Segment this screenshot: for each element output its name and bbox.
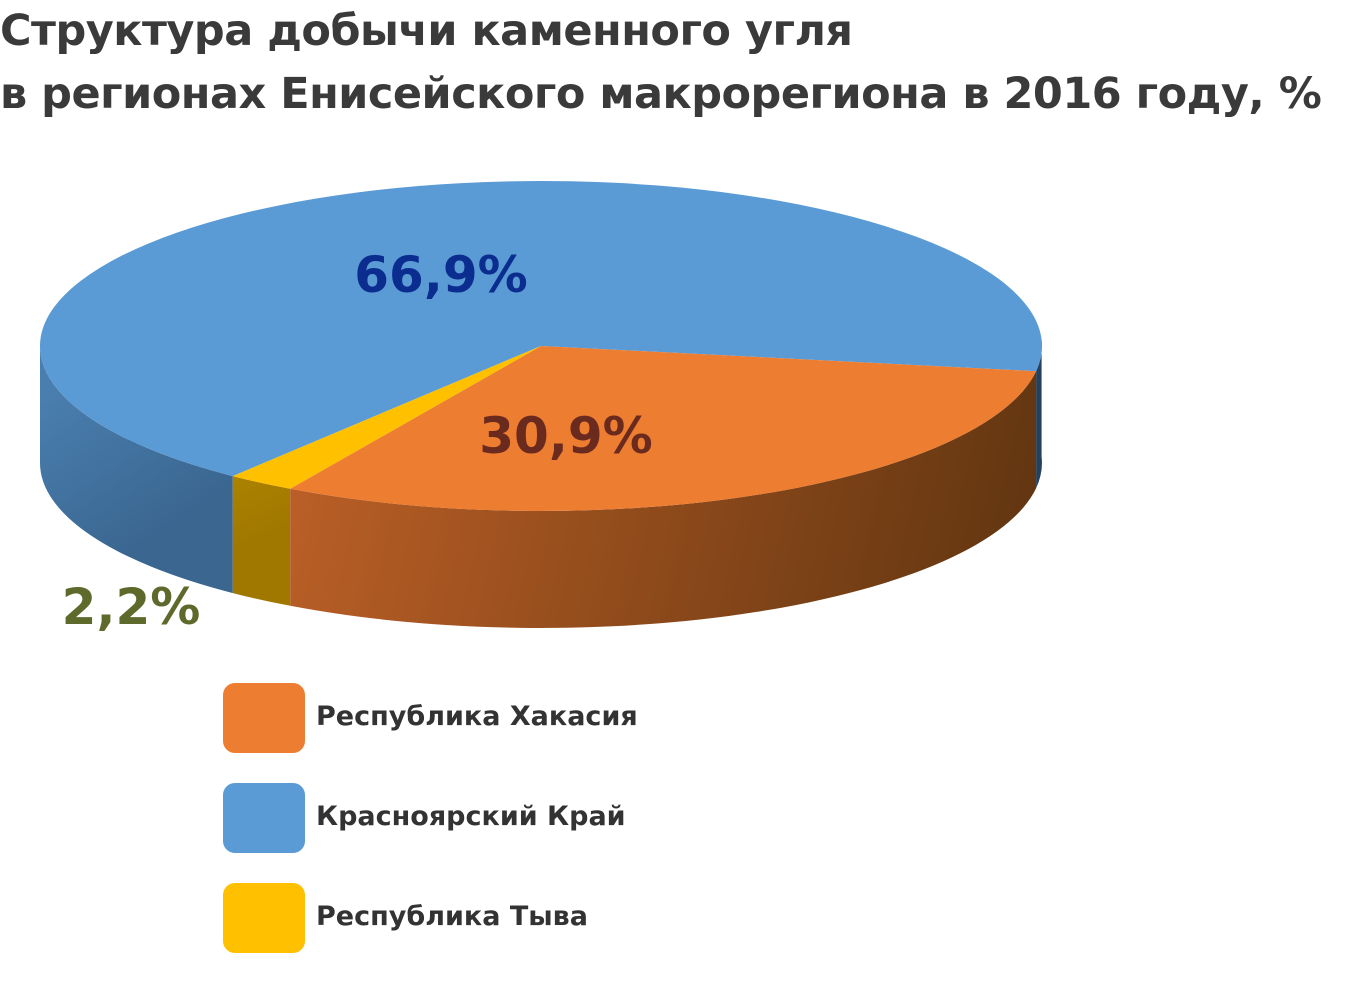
legend-label-tyva: Республика Тыва [316, 901, 588, 932]
legend-label-khakassia: Республика Хакасия [316, 701, 638, 732]
data-label-tyva: 2,2% [62, 578, 201, 636]
pie-chart: 30,9% 66,9% 2,2% [39, 181, 1042, 636]
data-label-krasnoyarsk: 66,9% [354, 246, 527, 304]
slice-side-krasnoyarsk-right [1036, 339, 1042, 489]
legend-label-krasnoyarsk: Красноярский Край [316, 801, 626, 832]
slice-tyva [232, 346, 542, 489]
pie-data-labels: 30,9% 66,9% 2,2% [62, 246, 653, 636]
pie-slices [39, 181, 1042, 628]
chart-title-line-2: в регионах Енисейского макрорегиона в 20… [0, 69, 1322, 119]
slice-side-tyva [232, 476, 291, 606]
slice-khakassia [290, 346, 1037, 511]
chart-title-line-1: Структура добычи каменного угля [0, 6, 853, 56]
legend-swatch-krasnoyarsk [223, 783, 305, 853]
chart-title: Структура добычи каменного угля в регион… [0, 0, 1345, 126]
data-label-khakassia: 30,9% [479, 407, 652, 465]
slice-side-khakassia [290, 371, 1037, 628]
slice-side-krasnoyarsk [39, 346, 233, 594]
legend-swatch-tyva [223, 883, 305, 953]
legend-swatch-khakassia [223, 683, 305, 753]
slice-krasnoyarsk [39, 181, 1042, 477]
